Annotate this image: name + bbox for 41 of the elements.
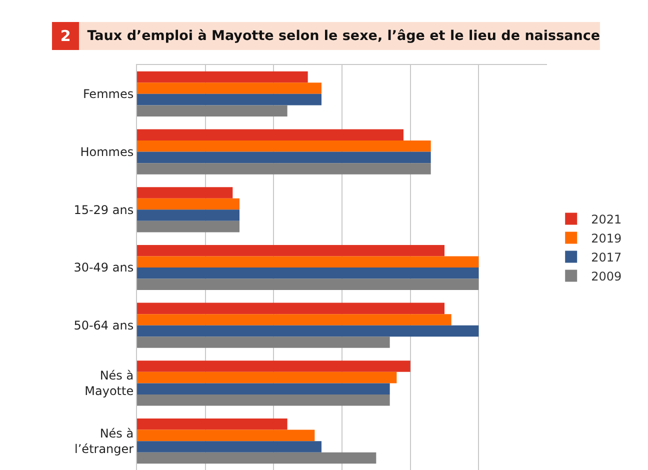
bar <box>137 244 444 256</box>
bar <box>137 394 390 406</box>
text: 2 <box>52 22 80 50</box>
y-tick-label: Nés à l’étranger <box>74 426 134 456</box>
bar <box>137 220 240 232</box>
legend-label: 2017 <box>591 250 622 264</box>
y-tick-label: 50-64 ans <box>74 318 134 333</box>
legend-label: 2019 <box>591 231 622 246</box>
bar <box>137 82 322 94</box>
legend-label: 2021 <box>591 212 622 226</box>
bar <box>137 452 376 464</box>
bar <box>137 325 479 337</box>
legend-label: 2009 <box>591 269 622 284</box>
bar <box>137 314 452 326</box>
y-tick-label: Nés à Mayotte <box>84 368 134 398</box>
bar <box>137 360 410 372</box>
bar <box>137 430 315 442</box>
bar <box>137 198 240 210</box>
bar <box>137 94 322 106</box>
bar <box>137 383 390 394</box>
bar <box>137 278 479 290</box>
bar <box>137 336 390 348</box>
bar <box>137 187 233 198</box>
y-tick-label: Hommes <box>80 144 134 159</box>
bar <box>137 140 431 152</box>
bar <box>137 441 322 452</box>
y-tick-label: Femmes <box>82 87 134 102</box>
bar <box>137 418 288 430</box>
chart-title: Taux d’emploi à Mayotte selon le sexe, l’âge et le lieu de naissance <box>87 28 600 44</box>
bar <box>137 105 288 116</box>
bar <box>137 163 431 174</box>
bar <box>137 256 479 268</box>
bar <box>137 302 444 314</box>
bar <box>137 71 308 83</box>
bar <box>137 268 479 279</box>
bar <box>137 129 404 140</box>
y-tick-label: 30-49 ans <box>74 260 134 275</box>
bar <box>137 210 240 221</box>
bar <box>137 152 431 164</box>
bar <box>137 372 397 384</box>
y-tick-label: 15-29 ans <box>74 202 134 217</box>
